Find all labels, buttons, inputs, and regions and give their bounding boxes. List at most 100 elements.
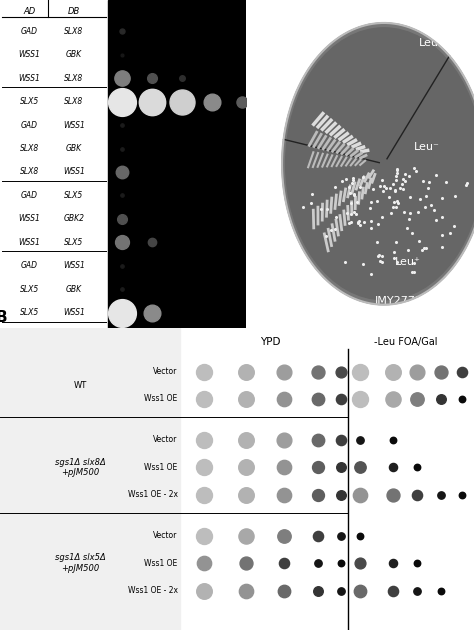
Point xyxy=(390,247,398,257)
Circle shape xyxy=(282,23,474,305)
Point xyxy=(118,167,126,177)
Text: Vector: Vector xyxy=(154,531,178,541)
Point xyxy=(374,219,382,229)
Point xyxy=(373,237,381,247)
Point xyxy=(387,207,394,217)
Point xyxy=(323,204,331,214)
Point xyxy=(438,242,446,252)
Point xyxy=(391,185,399,195)
Point xyxy=(337,530,345,541)
Point xyxy=(118,120,126,130)
Text: Leu⁻: Leu⁻ xyxy=(419,38,444,48)
Point xyxy=(410,163,418,173)
Point xyxy=(412,166,420,176)
Point xyxy=(356,435,364,445)
Point xyxy=(390,490,397,500)
Point xyxy=(243,462,250,472)
Text: GAD: GAD xyxy=(21,191,38,200)
Point xyxy=(392,171,400,181)
Point xyxy=(200,558,208,568)
Point xyxy=(458,367,466,377)
Text: Wss1 OE: Wss1 OE xyxy=(145,463,178,472)
Point xyxy=(367,216,375,226)
Point xyxy=(437,585,445,595)
Bar xyxy=(0,328,180,630)
Point xyxy=(359,173,367,183)
Point xyxy=(368,269,375,279)
Point xyxy=(393,197,401,207)
Point xyxy=(118,284,126,294)
Point xyxy=(307,198,315,209)
Point xyxy=(243,435,250,445)
Text: Wss1 OE: Wss1 OE xyxy=(145,394,178,403)
Point xyxy=(309,188,316,198)
Point xyxy=(118,214,126,224)
Point xyxy=(314,585,321,595)
Point xyxy=(350,189,358,199)
Text: -Leu FOA/Gal: -Leu FOA/Gal xyxy=(374,336,437,346)
Point xyxy=(281,367,288,377)
Point xyxy=(422,191,429,201)
Point xyxy=(359,259,366,269)
Point xyxy=(458,394,466,404)
Point xyxy=(390,179,397,189)
Point xyxy=(417,194,424,204)
Point xyxy=(374,251,382,261)
Point xyxy=(458,490,466,500)
Point xyxy=(356,558,364,568)
Text: SLX5: SLX5 xyxy=(20,308,39,317)
Point xyxy=(238,96,246,106)
Point xyxy=(390,202,397,212)
Point xyxy=(398,179,405,189)
Point xyxy=(390,367,397,377)
Point xyxy=(392,238,400,248)
Text: Wss1 OE - 2x: Wss1 OE - 2x xyxy=(128,586,178,595)
Point xyxy=(337,490,345,500)
Point xyxy=(314,435,321,445)
Circle shape xyxy=(285,28,474,300)
Point xyxy=(281,558,288,568)
Point xyxy=(442,177,450,187)
Point xyxy=(200,585,208,595)
Point xyxy=(341,256,349,266)
Point xyxy=(118,238,126,248)
Text: Leu⁻: Leu⁻ xyxy=(414,142,439,152)
Point xyxy=(118,73,126,83)
Point xyxy=(281,435,288,445)
Point xyxy=(348,178,356,188)
Point xyxy=(396,183,404,193)
Point xyxy=(314,394,321,404)
Point xyxy=(425,177,432,187)
Point xyxy=(407,192,414,202)
Point xyxy=(382,183,389,193)
Point xyxy=(390,394,397,404)
Point xyxy=(390,462,397,472)
Point xyxy=(350,207,357,217)
Point xyxy=(401,169,409,179)
Point xyxy=(451,191,459,201)
Point xyxy=(243,490,250,500)
Point xyxy=(118,307,126,318)
Point xyxy=(447,227,454,238)
Point xyxy=(345,183,353,193)
Point xyxy=(378,251,386,261)
Point xyxy=(354,217,361,227)
Text: SLX8: SLX8 xyxy=(64,74,83,83)
Point xyxy=(208,96,216,106)
Point xyxy=(375,250,383,260)
Point xyxy=(148,96,155,106)
Point xyxy=(328,225,335,235)
Point xyxy=(438,212,446,222)
Point xyxy=(367,197,374,207)
Text: SLX8: SLX8 xyxy=(64,27,83,36)
Point xyxy=(413,558,421,568)
Point xyxy=(393,164,401,174)
Text: GBK: GBK xyxy=(66,285,82,294)
Text: Leu⁺: Leu⁺ xyxy=(395,257,420,267)
Point xyxy=(118,261,126,271)
Point xyxy=(243,367,250,377)
Point xyxy=(338,176,346,186)
Point xyxy=(314,367,321,377)
Point xyxy=(379,256,386,266)
Point xyxy=(379,186,386,196)
